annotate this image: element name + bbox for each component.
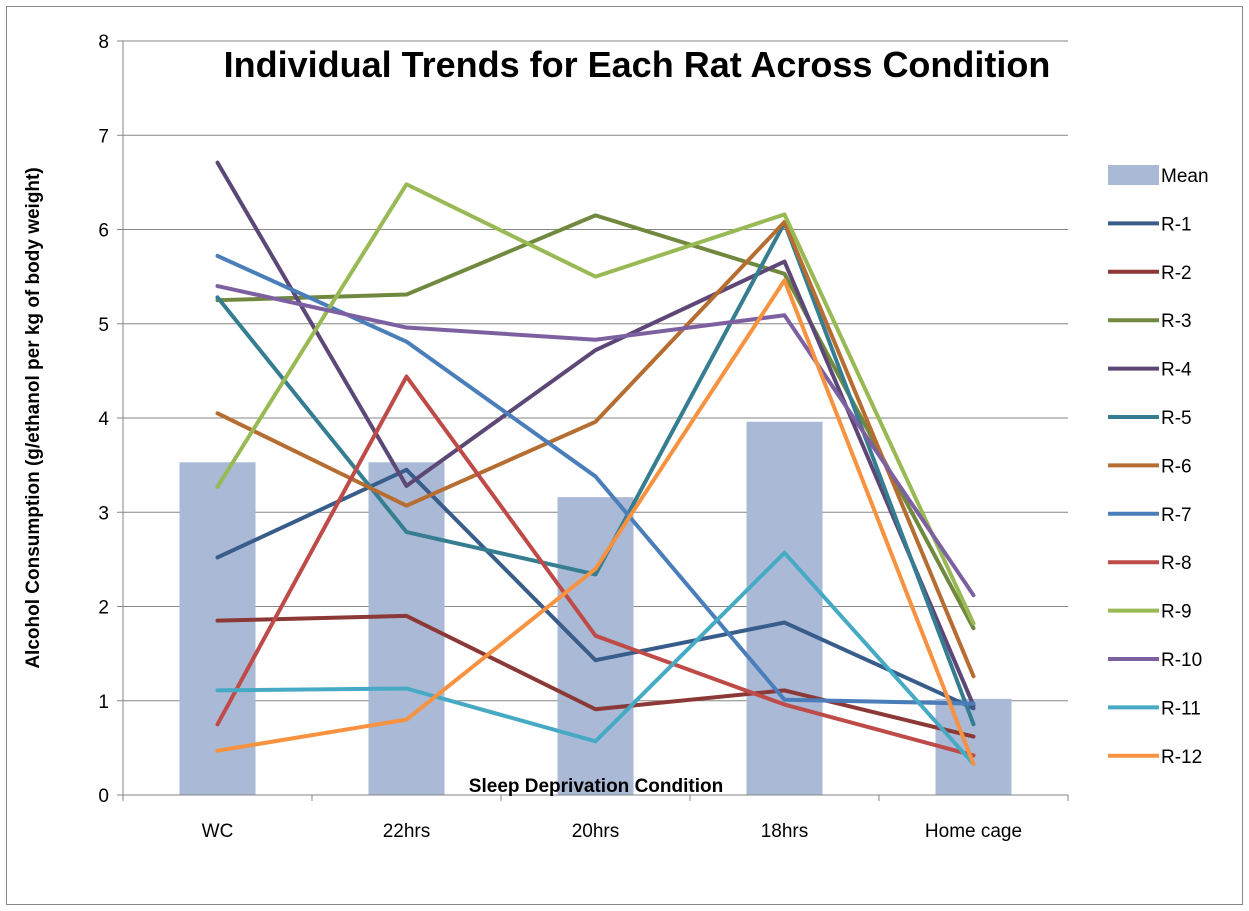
legend-label-r-7: R-7	[1161, 505, 1192, 526]
legend-label-r-6: R-6	[1161, 456, 1192, 477]
y-tick-label-3: 3	[98, 503, 109, 524]
line-series-r-8	[215, 374, 976, 758]
legend-label-r-8: R-8	[1161, 553, 1192, 574]
line-series-r-2	[215, 613, 976, 739]
x-tick-label-wc: WC	[202, 821, 234, 842]
legend-swatch-mean	[1108, 165, 1159, 185]
y-tick-label-5: 5	[98, 315, 109, 336]
mean-bars	[179, 421, 1012, 795]
line-series-r-10	[215, 284, 976, 598]
legend-label-mean: Mean	[1161, 166, 1209, 187]
line-series-r-5	[215, 220, 976, 727]
y-tick-label-1: 1	[98, 692, 109, 713]
x-tick-label-18hrs: 18hrs	[761, 821, 809, 842]
y-axis-title: Alcohol Consumption (g/ethanol per kg of…	[23, 167, 44, 668]
y-tick-label-2: 2	[98, 598, 109, 619]
chart-title: Individual Trends for Each Rat Across Co…	[224, 44, 1051, 85]
y-tick-label-8: 8	[98, 32, 109, 53]
bar-mean-4	[746, 421, 823, 795]
legend-label-r-3: R-3	[1161, 311, 1192, 332]
legend-label-r-1: R-1	[1161, 214, 1192, 235]
y-tick-label-7: 7	[98, 126, 109, 147]
legend-label-r-12: R-12	[1161, 747, 1202, 768]
y-tick-label-0: 0	[98, 786, 109, 807]
legend-label-r-4: R-4	[1161, 360, 1192, 381]
legend-label-r-5: R-5	[1161, 408, 1192, 429]
legend-label-r-11: R-11	[1161, 698, 1201, 719]
line-series-r-9	[215, 182, 976, 626]
legend-label-r-9: R-9	[1161, 602, 1192, 623]
y-tick-label-4: 4	[98, 409, 109, 430]
x-tick-label-home-cage: Home cage	[925, 821, 1022, 842]
line-series-r-11	[215, 550, 976, 766]
y-tick-label-6: 6	[98, 221, 109, 242]
legend-label-r-10: R-10	[1161, 650, 1202, 671]
legend: Mean R-1 R-2 R-3 R-4 R-5 R-6 R-7 R-8 R-9 R-10 R-11 R…	[1108, 165, 1209, 768]
line-series-r-1	[215, 467, 976, 711]
legend-label-r-2: R-2	[1161, 263, 1192, 284]
x-tick-label-22hrs: 22hrs	[383, 821, 431, 842]
axes: 0 1 2 3 4 5 6 7 8 WC 22hrs 20hrs 18hrs Home cage	[98, 32, 1069, 842]
x-axis-title: Sleep Deprivation Condition	[469, 776, 723, 797]
bar-mean-1	[179, 462, 256, 795]
rat-lines	[215, 160, 976, 766]
line-series-r-6	[215, 219, 976, 679]
x-tick-label-20hrs: 20hrs	[572, 821, 620, 842]
line-series-r-12	[215, 278, 976, 766]
